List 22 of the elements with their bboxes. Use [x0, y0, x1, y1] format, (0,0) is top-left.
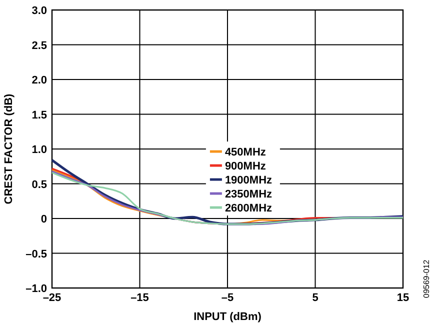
y-tick-label: 2.5: [32, 40, 47, 52]
x-tick-label: 5: [312, 292, 318, 304]
y-tick-label: –0.5: [26, 248, 47, 260]
legend-label: 2600MHz: [224, 202, 273, 215]
text: 09569-012: [422, 259, 431, 298]
y-axis-title: CREST FACTOR (dB): [3, 93, 15, 204]
y-tick-label: 2.0: [32, 74, 47, 86]
y-tick-label: 0: [40, 214, 47, 226]
x-axis-title: INPUT (dBm): [194, 311, 262, 323]
y-tick-label: 0.5: [32, 178, 47, 191]
legend-label: 450MHz: [224, 146, 266, 159]
legend-label: 2350MHz: [224, 188, 273, 201]
y-tick-label: 1.0: [32, 144, 47, 156]
y-tick-label: –1.0: [26, 283, 47, 295]
x-tick-label: 15: [396, 292, 410, 304]
x-tick-label: –5: [221, 292, 234, 304]
x-tick-label: –15: [130, 292, 149, 304]
y-tick-label: 3.0: [32, 5, 47, 17]
legend-label: 1900MHz: [224, 174, 273, 187]
x-tick-label: –25: [42, 292, 62, 304]
legend-label: 900MHz: [224, 160, 266, 173]
y-tick-label: 1.5: [32, 109, 47, 122]
